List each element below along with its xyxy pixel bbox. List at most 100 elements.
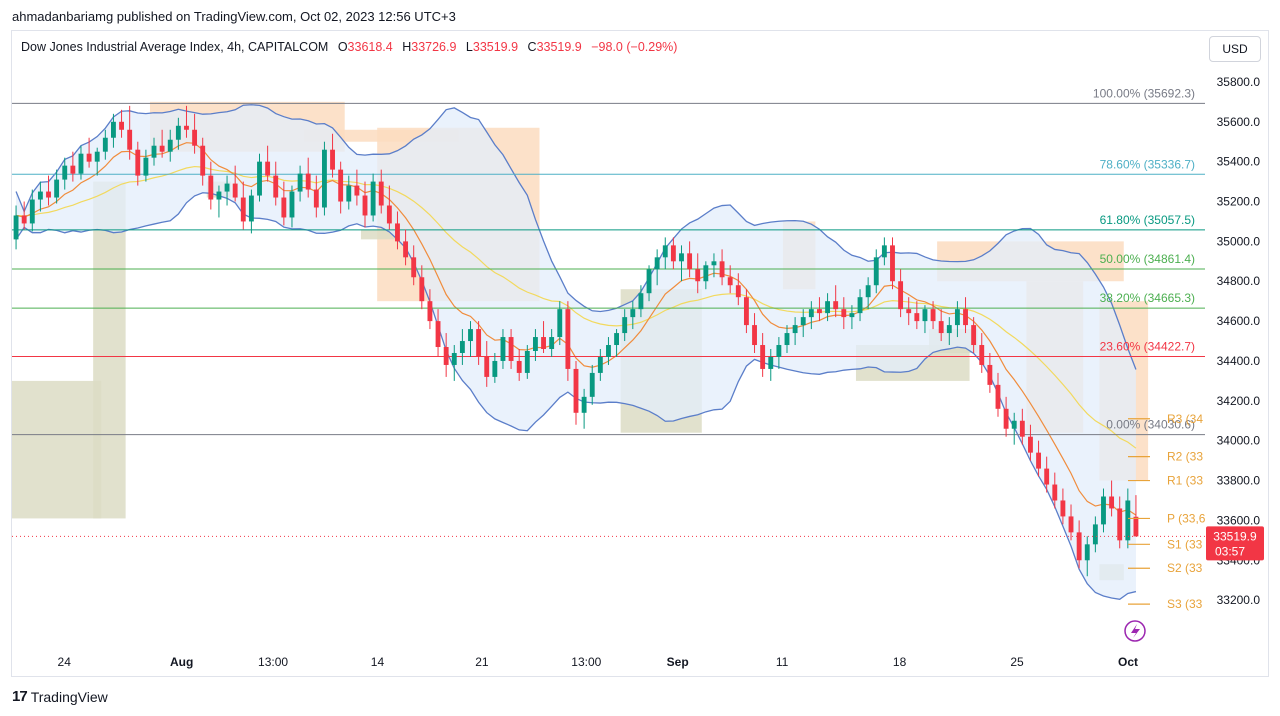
- candle-body: [484, 356, 490, 377]
- candle-body: [825, 301, 831, 314]
- candle: [987, 352, 993, 393]
- candle-body: [395, 223, 400, 242]
- candle-body: [1060, 500, 1066, 517]
- candle: [784, 325, 790, 353]
- candle: [1052, 472, 1058, 509]
- candle: [800, 309, 806, 338]
- candle: [257, 153, 262, 202]
- candle-body: [817, 309, 822, 314]
- candle: [646, 265, 652, 302]
- open-value: 33618.4: [347, 40, 393, 54]
- candle: [1044, 456, 1050, 493]
- candle: [216, 185, 222, 218]
- candle: [346, 175, 352, 210]
- currency-button[interactable]: USD: [1209, 36, 1261, 62]
- candle: [638, 285, 644, 318]
- candle-body: [938, 321, 944, 334]
- candle: [273, 161, 279, 206]
- candle: [208, 161, 214, 210]
- candle-body: [654, 257, 660, 270]
- candle-body: [143, 157, 149, 176]
- bollinger-upper: [15, 104, 1137, 370]
- candle: [1109, 480, 1115, 517]
- candle-body: [257, 161, 262, 196]
- candle-body: [760, 345, 766, 369]
- candle-body: [330, 149, 335, 170]
- candle: [468, 321, 473, 357]
- candle: [808, 301, 814, 330]
- flash-icon-bolt: [1131, 624, 1140, 638]
- y-axis-tick: 33200.0: [1217, 593, 1261, 607]
- candle: [175, 117, 181, 150]
- candle-body: [622, 317, 628, 334]
- candle: [248, 189, 254, 234]
- candle: [581, 388, 587, 429]
- candle-body: [159, 145, 165, 152]
- candle-body: [281, 197, 287, 218]
- candle-body: [532, 337, 538, 351]
- x-axis-tick: 21: [475, 655, 489, 669]
- y-axis-tick: 34600.0: [1217, 314, 1261, 328]
- candle: [192, 113, 198, 154]
- candle: [516, 349, 522, 381]
- candle-body: [679, 253, 684, 262]
- candle: [1117, 496, 1123, 549]
- candle-body: [792, 325, 798, 334]
- high-value: 33726.9: [411, 40, 457, 54]
- candle: [703, 261, 709, 290]
- candle: [743, 289, 749, 334]
- candle-body: [930, 309, 936, 322]
- candle-body: [37, 191, 43, 200]
- candle: [135, 141, 141, 186]
- candle-body: [995, 384, 1001, 409]
- candle: [13, 205, 19, 250]
- low-value: 33519.9: [472, 40, 519, 54]
- candle-body: [914, 313, 920, 322]
- candle-body: [646, 269, 652, 294]
- candle: [102, 129, 108, 160]
- candle-body: [151, 145, 157, 158]
- candle-body: [70, 165, 76, 174]
- candle-body: [735, 285, 741, 298]
- candle-body: [776, 345, 782, 357]
- candle: [427, 289, 433, 330]
- candle: [143, 149, 149, 182]
- candle: [411, 245, 417, 286]
- candle: [321, 141, 327, 216]
- candle: [459, 329, 465, 365]
- candle-body: [1028, 436, 1033, 453]
- candle-body: [752, 325, 757, 346]
- fib-label: 0.00% (34030.6): [1106, 418, 1195, 432]
- candle: [881, 237, 887, 266]
- candle-body: [338, 169, 344, 202]
- high-label: H: [402, 40, 412, 54]
- candle-body: [890, 245, 895, 282]
- y-axis-tick: 35000.0: [1217, 234, 1261, 248]
- candle-body: [1133, 516, 1139, 537]
- zone-box: [12, 380, 102, 519]
- x-axis-tick: 18: [893, 655, 907, 669]
- x-axis-tick: 14: [371, 655, 385, 669]
- candle: [46, 175, 51, 206]
- candle-body: [873, 257, 879, 286]
- candle-body: [614, 333, 620, 346]
- last-price-value: 33519.9: [1213, 529, 1257, 543]
- candle-body: [768, 356, 774, 369]
- candle: [1019, 408, 1025, 445]
- candle-body: [979, 345, 985, 365]
- candle-body: [857, 297, 863, 314]
- candle-body: [695, 269, 701, 282]
- candle: [1003, 396, 1009, 437]
- x-axis-tick: 24: [58, 655, 72, 669]
- candle: [508, 329, 514, 369]
- candle: [914, 301, 920, 330]
- candle: [922, 305, 928, 334]
- candle: [62, 157, 68, 190]
- low-label: L: [465, 40, 473, 54]
- candle: [484, 341, 490, 387]
- pivot-label: R2 (33: [1167, 450, 1203, 464]
- candle-body: [516, 360, 522, 373]
- candle: [622, 309, 628, 342]
- zone-box: [360, 229, 402, 240]
